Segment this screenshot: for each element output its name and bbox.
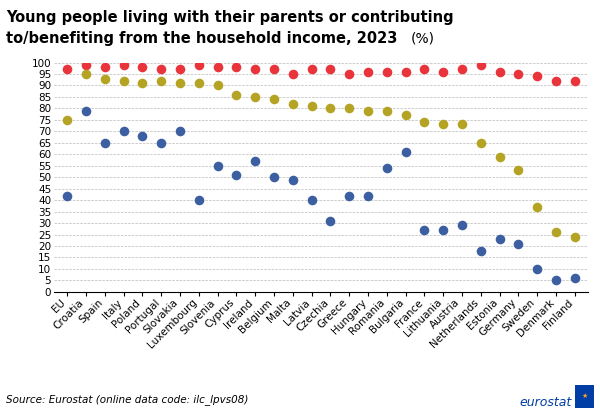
Point — [495, 153, 505, 160]
Point — [232, 91, 241, 98]
Text: Source: Eurostat (online data code: ilc_lpvs08): Source: Eurostat (online data code: ilc_… — [6, 394, 248, 405]
Point — [194, 197, 203, 203]
Point — [194, 80, 203, 86]
Point — [81, 70, 91, 77]
Point — [326, 66, 335, 73]
Point — [532, 73, 542, 80]
Point — [157, 66, 166, 73]
Point — [476, 61, 485, 68]
Point — [382, 107, 392, 114]
Point — [457, 222, 467, 229]
Point — [175, 66, 185, 73]
Point — [514, 240, 523, 247]
Point — [119, 128, 128, 135]
Point — [213, 82, 223, 89]
Point — [344, 192, 354, 199]
Point — [532, 266, 542, 272]
Point — [439, 68, 448, 75]
Point — [232, 172, 241, 178]
Point — [100, 64, 110, 70]
Point — [419, 227, 429, 234]
Point — [532, 203, 542, 210]
Point — [326, 218, 335, 224]
Point — [213, 64, 223, 70]
Point — [175, 80, 185, 86]
Point — [419, 119, 429, 126]
Point — [137, 64, 147, 70]
Text: to/benefiting from the household income, 2023: to/benefiting from the household income,… — [6, 31, 397, 46]
Point — [307, 197, 316, 203]
Point — [495, 236, 505, 243]
Point — [570, 234, 580, 240]
Point — [288, 100, 298, 107]
Point — [100, 139, 110, 146]
Point — [382, 165, 392, 171]
Point — [137, 80, 147, 86]
Point — [514, 70, 523, 77]
Point — [551, 78, 561, 84]
Point — [419, 66, 429, 73]
Point — [157, 78, 166, 84]
Point — [62, 192, 72, 199]
Point — [288, 176, 298, 183]
Point — [250, 66, 260, 73]
Point — [175, 128, 185, 135]
Point — [119, 61, 128, 68]
Point — [269, 174, 279, 181]
Point — [457, 121, 467, 128]
Text: Young people living with their parents or contributing: Young people living with their parents o… — [6, 10, 454, 25]
Point — [307, 103, 316, 109]
Point — [457, 66, 467, 73]
Point — [81, 107, 91, 114]
Point — [514, 167, 523, 173]
Point — [62, 66, 72, 73]
Point — [213, 162, 223, 169]
Point — [439, 121, 448, 128]
Point — [288, 70, 298, 77]
Point — [250, 93, 260, 100]
Point — [62, 116, 72, 123]
Point — [363, 107, 373, 114]
Point — [570, 275, 580, 281]
Point — [401, 112, 410, 118]
Point — [81, 61, 91, 68]
Point — [100, 75, 110, 82]
Point — [250, 158, 260, 164]
Point — [439, 227, 448, 234]
Point — [401, 68, 410, 75]
Point — [232, 64, 241, 70]
Point — [363, 68, 373, 75]
Point — [194, 61, 203, 68]
Point — [269, 66, 279, 73]
Point — [344, 105, 354, 112]
Point — [570, 78, 580, 84]
Point — [551, 277, 561, 284]
Point — [495, 68, 505, 75]
Point — [363, 192, 373, 199]
Point — [137, 133, 147, 139]
Point — [344, 70, 354, 77]
Point — [157, 139, 166, 146]
Point — [476, 139, 485, 146]
Point — [307, 66, 316, 73]
Point — [476, 247, 485, 254]
Point — [326, 105, 335, 112]
Point — [269, 96, 279, 103]
Text: ★: ★ — [581, 393, 587, 399]
Point — [382, 68, 392, 75]
Text: (%): (%) — [411, 31, 435, 45]
Text: eurostat: eurostat — [519, 396, 571, 409]
Point — [401, 148, 410, 155]
Point — [551, 229, 561, 236]
Point — [119, 78, 128, 84]
